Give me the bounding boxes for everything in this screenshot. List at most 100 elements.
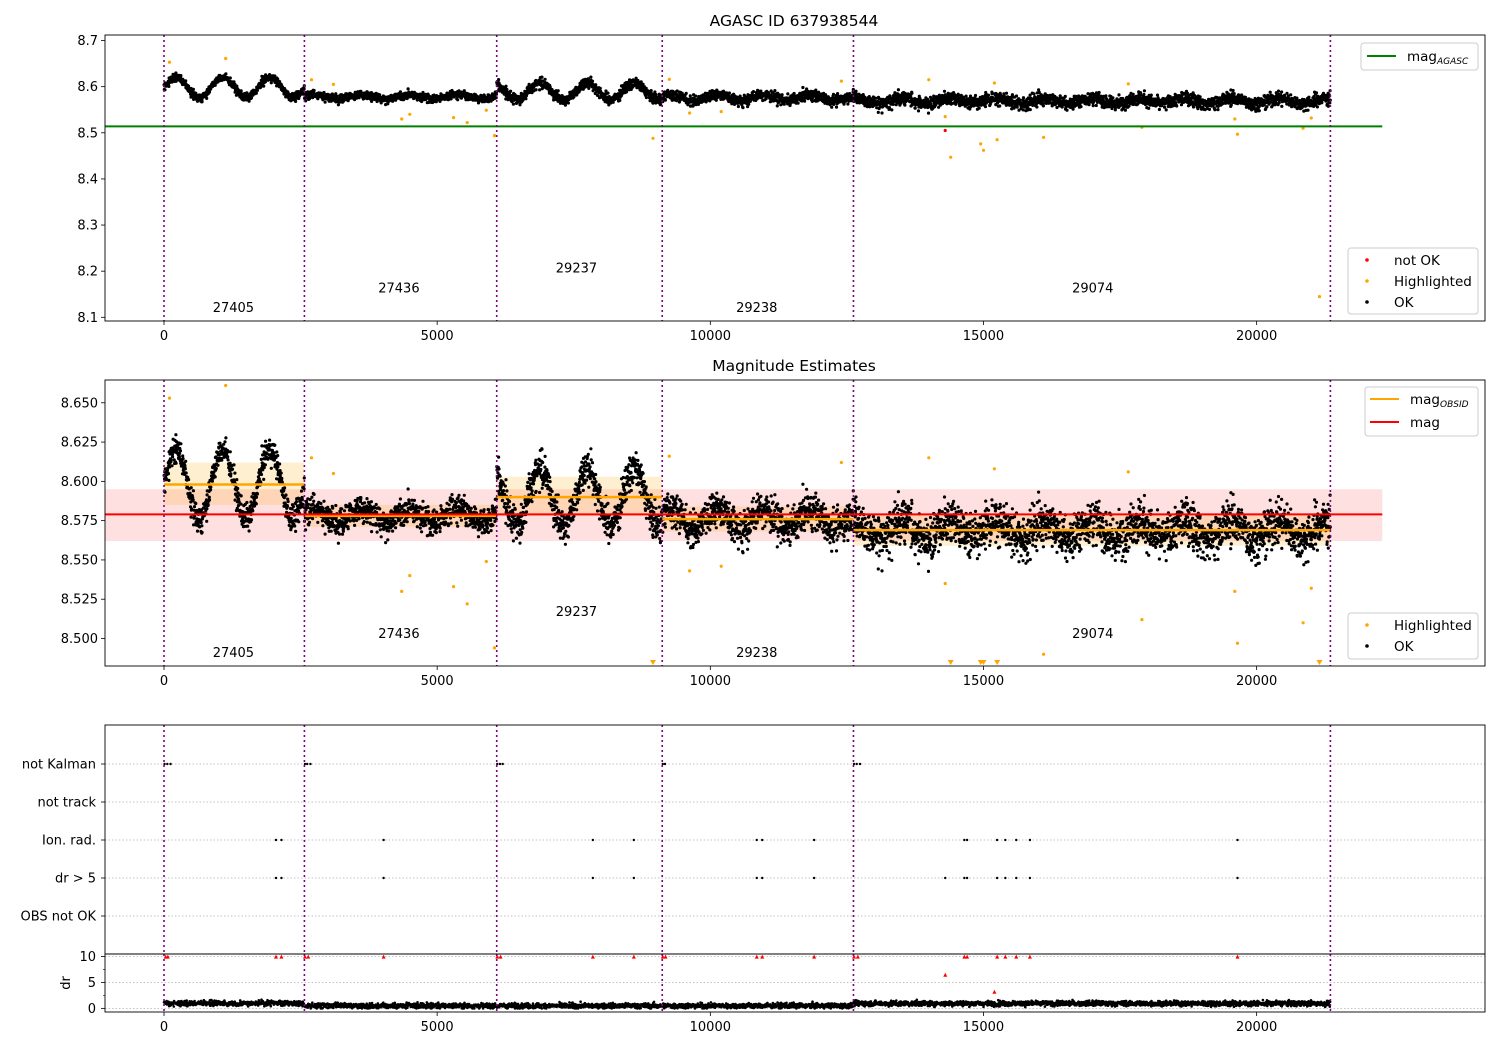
obsid-label: 27405 xyxy=(213,301,254,316)
flag-point xyxy=(963,876,966,880)
flag-point xyxy=(169,762,172,766)
flag-point xyxy=(274,838,278,842)
flag-point xyxy=(303,762,307,766)
flag-point xyxy=(591,838,595,842)
flag-point xyxy=(1004,838,1007,842)
flag-point xyxy=(761,838,764,842)
legend-frame xyxy=(1347,247,1479,315)
flag-row-label: dr > 5 xyxy=(55,872,96,887)
flag-point xyxy=(1236,838,1239,842)
y-tick-label: 5 xyxy=(88,976,96,991)
plot-frame xyxy=(104,724,1486,955)
ok-points xyxy=(495,75,664,107)
flag-point xyxy=(280,876,283,880)
legend-label: Highlighted xyxy=(1394,274,1472,290)
flag-point xyxy=(1236,876,1239,880)
dr-outlier-marker xyxy=(165,954,170,959)
dr-axis-label: dr xyxy=(59,976,74,990)
x-tick-label: 20000 xyxy=(1236,1020,1277,1035)
flag-point xyxy=(166,762,169,766)
legend-label: not OK xyxy=(1394,253,1441,269)
x-tick-label: 5000 xyxy=(421,674,454,689)
x-tick-label: 10000 xyxy=(690,674,731,689)
flag-row-label: not track xyxy=(37,796,96,811)
flag-point xyxy=(1015,838,1018,842)
x-tick-label: 10000 xyxy=(690,329,731,344)
dr-outlier-marker xyxy=(590,954,595,959)
flag-point xyxy=(944,876,947,880)
highlighted-points xyxy=(167,383,1313,656)
legend-label: Highlighted xyxy=(1394,618,1472,634)
flag-point xyxy=(965,838,969,842)
ok-points xyxy=(852,490,1332,574)
y-tick-label: 8.550 xyxy=(61,553,98,568)
y-tick-label: 8.575 xyxy=(61,514,98,529)
legend-label: OK xyxy=(1394,295,1415,311)
flag-point xyxy=(858,762,862,766)
highlighted-points xyxy=(167,56,1322,299)
plot-frame xyxy=(104,953,1486,1013)
legend-dot-swatch xyxy=(1365,623,1369,627)
y-tick-label: 8.6 xyxy=(77,80,98,95)
y-tick-label: 8.2 xyxy=(77,265,98,280)
x-tick-label: 5000 xyxy=(421,1020,454,1035)
ok-points xyxy=(660,85,855,110)
data-layer xyxy=(105,380,1383,666)
flag-point xyxy=(755,876,758,880)
flag-point xyxy=(498,762,502,766)
x-tick-label: 20000 xyxy=(1236,674,1277,689)
not-ok-points xyxy=(943,128,947,133)
legend-label: mag xyxy=(1410,415,1440,431)
obsid-label: 29074 xyxy=(1072,281,1113,296)
dr-outlier-marker xyxy=(992,989,997,994)
dr-outlier-marker xyxy=(1014,954,1019,959)
obsid-label: 29238 xyxy=(736,646,777,661)
flag-point xyxy=(591,876,595,880)
legend-dot-swatch xyxy=(1365,644,1369,648)
flag-point xyxy=(1015,876,1018,880)
dr-outlier-marker xyxy=(279,954,284,959)
y-tick-label: 8.650 xyxy=(61,396,98,411)
dr-outlier-marker xyxy=(302,954,307,959)
x-tick-label: 0 xyxy=(160,329,168,344)
flag-point xyxy=(382,876,385,880)
flag-point xyxy=(1028,838,1032,842)
dr-outlier-marker xyxy=(631,954,636,959)
obsid-label: 29238 xyxy=(736,301,777,316)
y-tick-label: 10 xyxy=(79,950,96,965)
panel-agasc: AGASC ID 637938544 27405 27436 29237 29238 2… xyxy=(77,12,1486,344)
dr-outlier-marker xyxy=(965,954,970,959)
ok-points xyxy=(852,88,1332,115)
dr-outlier-marker xyxy=(1235,954,1240,959)
flag-point xyxy=(761,876,764,880)
dr-outlier-marker xyxy=(498,954,503,959)
ok-points xyxy=(162,71,306,104)
x-tick-label: 15000 xyxy=(963,329,1004,344)
panel-magnitude-estimates: Magnitude Estimates 27405 27436 29237 29238… xyxy=(61,357,1486,689)
flag-point xyxy=(496,762,499,766)
legend-dot-swatch xyxy=(1365,300,1369,304)
dr-outlier-marker xyxy=(306,954,311,959)
x-tick-label: 15000 xyxy=(963,674,1004,689)
flag-row-label: not Kalman xyxy=(22,758,96,773)
flag-point xyxy=(812,838,816,842)
dr-outlier-marker xyxy=(754,954,759,959)
offscale-marker xyxy=(980,660,987,665)
dr-outlier-marker xyxy=(1027,954,1032,959)
dr-outlier-marker xyxy=(812,954,817,959)
offscale-marker xyxy=(1316,660,1323,665)
dr-outlier-marker xyxy=(381,954,386,959)
flag-point xyxy=(755,838,758,842)
x-tick-label: 20000 xyxy=(1236,329,1277,344)
flag-row-label: OBS not OK xyxy=(21,910,97,925)
obsid-label: 27436 xyxy=(378,281,419,296)
panel-dr: dr 0 5 10 0 5000 10000 15000 20000 xyxy=(59,950,1486,1035)
y-tick-label: 8.5 xyxy=(77,126,98,141)
flag-point xyxy=(855,762,858,766)
flag-point xyxy=(309,762,312,766)
dr-outlier-marker xyxy=(943,972,948,977)
dr-outlier-marker xyxy=(852,954,857,959)
panel-flags: not Kalman not track Ion. rad. dr > 5 OBS no… xyxy=(21,724,1486,955)
obsid-label: 27405 xyxy=(213,646,254,661)
